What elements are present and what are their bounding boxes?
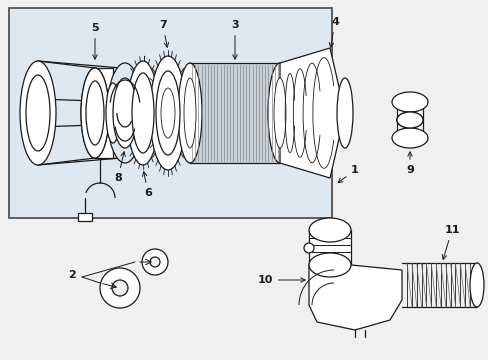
Ellipse shape bbox=[183, 78, 196, 148]
Ellipse shape bbox=[308, 218, 350, 242]
Text: 11: 11 bbox=[441, 225, 459, 259]
Ellipse shape bbox=[26, 75, 50, 151]
Ellipse shape bbox=[81, 68, 109, 158]
Text: 10: 10 bbox=[257, 275, 305, 285]
Ellipse shape bbox=[178, 63, 202, 163]
Bar bbox=[308, 230, 350, 265]
Ellipse shape bbox=[469, 263, 483, 307]
Ellipse shape bbox=[107, 63, 142, 163]
Bar bbox=[95, 68, 113, 158]
Ellipse shape bbox=[391, 92, 427, 112]
Ellipse shape bbox=[391, 128, 427, 148]
Text: 7: 7 bbox=[159, 20, 168, 47]
Bar bbox=[190, 63, 280, 163]
Text: 3: 3 bbox=[231, 20, 238, 59]
Ellipse shape bbox=[150, 257, 160, 267]
Ellipse shape bbox=[127, 61, 159, 165]
Ellipse shape bbox=[132, 73, 154, 153]
Ellipse shape bbox=[81, 68, 109, 158]
Ellipse shape bbox=[113, 78, 137, 148]
Ellipse shape bbox=[273, 78, 285, 148]
Text: 9: 9 bbox=[405, 152, 413, 175]
Bar bbox=[78, 213, 92, 221]
Ellipse shape bbox=[267, 63, 291, 163]
Ellipse shape bbox=[150, 56, 185, 170]
Ellipse shape bbox=[106, 83, 120, 143]
Ellipse shape bbox=[100, 268, 140, 308]
Ellipse shape bbox=[112, 280, 128, 296]
Ellipse shape bbox=[142, 249, 168, 275]
Bar bbox=[396, 102, 422, 138]
Polygon shape bbox=[308, 265, 401, 330]
Polygon shape bbox=[280, 48, 345, 178]
Ellipse shape bbox=[161, 88, 175, 138]
Ellipse shape bbox=[396, 112, 422, 128]
Text: 4: 4 bbox=[328, 17, 338, 47]
Ellipse shape bbox=[20, 61, 56, 165]
Text: 1: 1 bbox=[337, 165, 358, 183]
Ellipse shape bbox=[336, 78, 352, 148]
Ellipse shape bbox=[308, 253, 350, 277]
Ellipse shape bbox=[304, 243, 313, 253]
Text: 8: 8 bbox=[114, 152, 125, 183]
Ellipse shape bbox=[86, 81, 104, 145]
Ellipse shape bbox=[396, 112, 422, 128]
Text: 6: 6 bbox=[142, 172, 152, 198]
Text: 5: 5 bbox=[91, 23, 99, 59]
Bar bbox=[9, 8, 331, 218]
Text: 2: 2 bbox=[68, 270, 76, 280]
Ellipse shape bbox=[156, 71, 180, 155]
